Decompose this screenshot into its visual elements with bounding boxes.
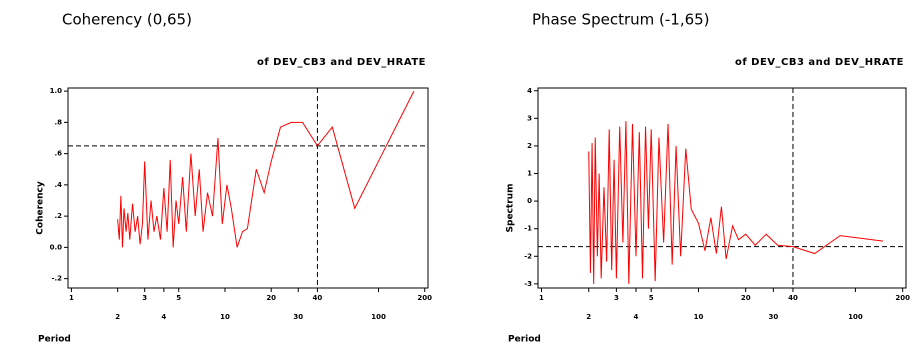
y-axis-label: Coherency: [36, 181, 46, 235]
y-tick-label: 4: [527, 87, 532, 95]
x-axis-label: Period: [508, 335, 541, 345]
chart-title: Coherency (0,65): [62, 11, 192, 29]
y-tick-label: .4: [54, 181, 62, 189]
y-tick-label: -2: [524, 252, 532, 260]
x-tick-label: 5: [176, 294, 181, 302]
y-tick-label: 1.0: [50, 87, 63, 95]
chart-title: Phase Spectrum (-1,65): [532, 11, 710, 29]
x-tick-label: 10: [220, 313, 230, 321]
y-tick-label: .2: [54, 212, 62, 220]
data-line: [117, 90, 415, 248]
x-axis-label: Period: [38, 335, 71, 345]
x-tick-label: 4: [634, 313, 639, 321]
x-tick-label: 3: [614, 294, 619, 302]
y-tick-label: 3: [527, 114, 532, 122]
y-tick-label: .6: [54, 150, 62, 158]
x-tick-label: 10: [694, 313, 704, 321]
x-tick-label: 5: [649, 294, 654, 302]
x-tick-label: 1: [539, 294, 544, 302]
y-tick-label: -1: [524, 225, 532, 233]
x-tick-label: 100: [371, 313, 386, 321]
x-tick-label: 20: [266, 294, 276, 302]
y-tick-label: -.2: [52, 275, 63, 283]
x-tick-label: 200: [895, 294, 910, 302]
y-tick-label: 0: [527, 197, 532, 205]
x-tick-label: 40: [313, 294, 323, 302]
x-tick-label: 1: [69, 294, 74, 302]
x-tick-label: 3: [142, 294, 147, 302]
y-tick-label: -3: [524, 280, 532, 288]
plot-frame: [537, 87, 907, 289]
y-tick-label: .8: [54, 118, 62, 126]
y-tick-label: 0.0: [50, 243, 63, 251]
x-tick-label: 20: [741, 294, 751, 302]
chart-subtitle: of DEV_CB3 and DEV_HRATE: [735, 57, 904, 68]
chart-subtitle: of DEV_CB3 and DEV_HRATE: [257, 57, 426, 68]
y-axis-label: Spectrum: [506, 184, 516, 233]
x-tick-label: 100: [848, 313, 863, 321]
x-tick-label: 4: [161, 313, 166, 321]
y-tick-label: 1: [527, 170, 532, 178]
x-tick-label: 200: [417, 294, 432, 302]
plot-frame: [67, 87, 429, 289]
x-tick-label: 40: [788, 294, 798, 302]
x-tick-label: 30: [293, 313, 303, 321]
x-tick-label: 30: [768, 313, 778, 321]
x-tick-label: 2: [586, 313, 591, 321]
y-tick-label: 2: [527, 142, 532, 150]
x-tick-label: 2: [115, 313, 120, 321]
data-line: [588, 121, 884, 284]
